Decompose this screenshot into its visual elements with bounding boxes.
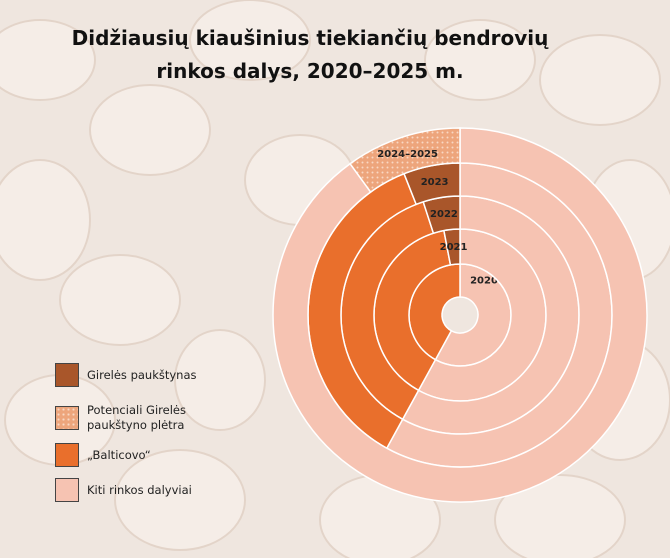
legend-label: Girelės paukštynas [87, 367, 197, 382]
legend-label: Potenciali Girelės paukštyno plėtra [87, 403, 186, 432]
legend-swatch [55, 443, 79, 467]
legend-item: Potenciali Girelės paukštyno plėtra [55, 403, 237, 433]
ring-label: 2023 [421, 177, 449, 188]
legend-swatch [55, 478, 79, 502]
ring-label: 2022 [430, 209, 458, 220]
ring-label: 2024–2025 [377, 149, 438, 160]
legend-swatch [55, 406, 79, 430]
legend-swatch [55, 363, 79, 387]
legend-item: „Balticovo“ [55, 443, 237, 467]
legend-label: Kiti rinkos dalyviai [87, 482, 192, 497]
legend-label: „Balticovo“ [87, 447, 151, 462]
ring-label: 2020 [470, 276, 498, 287]
ring-segment [349, 127, 461, 194]
legend-item: Kiti rinkos dalyviai [55, 478, 237, 502]
ring-segment [272, 127, 648, 503]
chart-title: Didžiausių kiaušinius tiekiančių bendrov… [71, 26, 549, 83]
legend-item: Girelės paukštynas [55, 363, 237, 387]
ring-label: 2021 [440, 242, 468, 253]
